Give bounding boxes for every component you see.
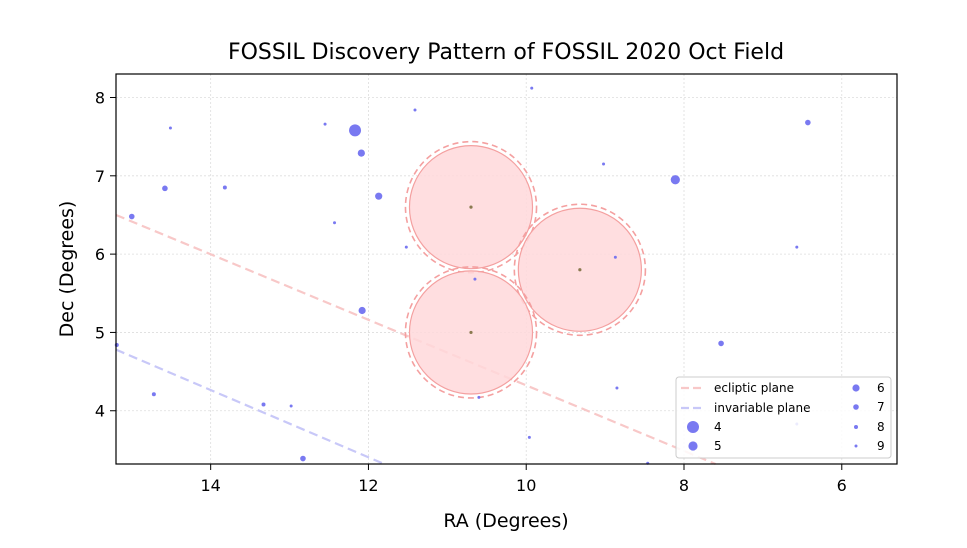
data-point [289,404,293,408]
data-point [613,255,617,259]
y-tick-label: 4 [95,402,105,421]
data-point [527,435,531,439]
y-axis: 4 5 6 7 8 [95,88,116,421]
plot-frame [115,73,898,465]
data-point [477,395,481,399]
y-tick-label: 6 [95,245,105,264]
chart-title: FOSSIL Discovery Pattern of FOSSIL 2020 … [228,40,784,65]
data-point [530,86,534,90]
data-point [357,149,365,157]
legend-box [675,376,892,459]
legend-size-marker [688,441,698,451]
data-point [358,306,366,315]
data-point [349,124,362,137]
legend-size-label: 4 [714,420,722,434]
data-point [162,185,168,192]
data-point [805,119,811,126]
legend-size-marker [687,421,699,433]
legend-size-marker [852,384,860,392]
data-point [222,185,227,190]
x-axis: 14 12 10 8 6 [200,464,847,495]
data-point [114,342,119,347]
legend-size-marker [854,444,858,448]
legend-size-marker [853,404,859,410]
data-point [602,162,606,166]
legend-size-label: 7 [877,400,885,414]
y-tick-label: 7 [95,167,105,186]
legend-size-label: 6 [877,381,885,395]
data-point [128,213,135,220]
legend-ecliptic-label: ecliptic plane [714,381,794,395]
y-axis-label: Dec (Degrees) [56,201,78,338]
data-point [615,386,619,390]
data-point [323,122,327,126]
field-center [469,330,473,335]
data-point [300,455,306,462]
data-point [413,108,417,112]
x-tick-label: 10 [516,476,536,495]
field-center [469,205,473,209]
fossil-fields [404,140,647,399]
field-center [578,268,582,272]
y-tick-label: 5 [95,323,105,342]
legend-invariable-label: invariable plane [714,401,810,415]
x-tick-label: 14 [200,476,220,495]
data-point [168,126,172,130]
data-point [718,340,724,347]
data-point [795,245,799,249]
x-tick-label: 12 [358,476,378,495]
legend-size-label: 8 [877,420,885,434]
data-point [670,175,680,185]
data-point [375,192,383,200]
data-point [404,245,408,249]
data-point [261,402,266,407]
field-outline [404,266,538,399]
x-tick-label: 6 [837,476,847,495]
y-tick-label: 8 [95,88,105,107]
x-axis-label: RA (Degrees) [443,510,568,532]
invariable-plane-line [115,348,385,466]
field-outline [513,203,647,337]
data-point [151,392,156,397]
data-point [333,221,337,225]
legend-size-marker [854,425,858,429]
legend-size-label: 5 [714,439,722,453]
x-tick-label: 8 [679,476,689,495]
legend-size-label: 9 [877,439,885,453]
legend: ecliptic plane invariable plane 4 5 6 7 8 9 [675,376,892,459]
data-point [473,277,477,281]
